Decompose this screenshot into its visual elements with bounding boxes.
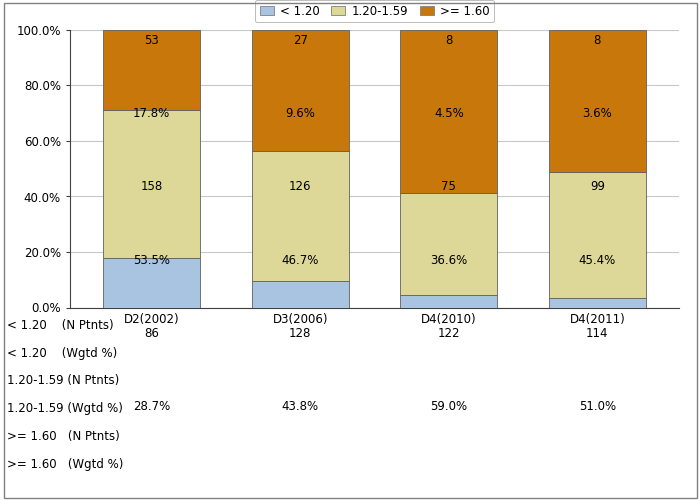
Text: 45.4%: 45.4% (579, 254, 616, 266)
Text: 114: 114 (586, 327, 608, 340)
Bar (400, 30, 497, 194)
Bar (252, 152, 349, 281)
Bar (400, 194, 497, 295)
Text: 158: 158 (141, 180, 163, 193)
Text: 36.6%: 36.6% (430, 254, 468, 266)
Text: 99: 99 (590, 180, 605, 193)
Text: 8: 8 (594, 34, 601, 46)
Text: 3.6%: 3.6% (582, 107, 612, 120)
Text: 28.7%: 28.7% (133, 400, 170, 413)
Text: 8: 8 (445, 34, 452, 46)
Bar (252, 281, 349, 307)
Text: 59.0%: 59.0% (430, 400, 468, 413)
Text: 126: 126 (289, 180, 312, 193)
Text: 9.6%: 9.6% (286, 107, 315, 120)
Bar (400, 295, 497, 308)
Text: 122: 122 (438, 327, 460, 340)
Text: 1.20-1.59 (N Ptnts): 1.20-1.59 (N Ptnts) (7, 374, 119, 388)
Text: >= 1.60   (N Ptnts): >= 1.60 (N Ptnts) (7, 430, 120, 443)
Text: 53: 53 (144, 34, 159, 46)
Bar (549, 172, 645, 298)
Legend: < 1.20, 1.20-1.59, >= 1.60: < 1.20, 1.20-1.59, >= 1.60 (255, 0, 494, 22)
Bar (104, 110, 200, 258)
Text: 17.8%: 17.8% (133, 107, 170, 120)
Text: >= 1.60   (Wgtd %): >= 1.60 (Wgtd %) (7, 458, 123, 471)
Bar (104, 30, 200, 110)
Text: < 1.20    (Wgtd %): < 1.20 (Wgtd %) (7, 346, 118, 360)
Text: 46.7%: 46.7% (281, 254, 319, 266)
Text: 51.0%: 51.0% (579, 400, 616, 413)
Text: 128: 128 (289, 327, 312, 340)
Text: 75: 75 (441, 180, 456, 193)
Text: 1.20-1.59 (Wgtd %): 1.20-1.59 (Wgtd %) (7, 402, 123, 415)
Bar (252, 30, 349, 152)
Bar (549, 298, 645, 308)
Text: 53.5%: 53.5% (133, 254, 170, 266)
Text: 27: 27 (293, 34, 308, 46)
Text: < 1.20    (N Ptnts): < 1.20 (N Ptnts) (7, 318, 113, 332)
Bar (104, 258, 200, 308)
Bar (549, 30, 645, 172)
Text: 43.8%: 43.8% (281, 400, 318, 413)
Text: 86: 86 (144, 327, 159, 340)
Text: 4.5%: 4.5% (434, 107, 463, 120)
